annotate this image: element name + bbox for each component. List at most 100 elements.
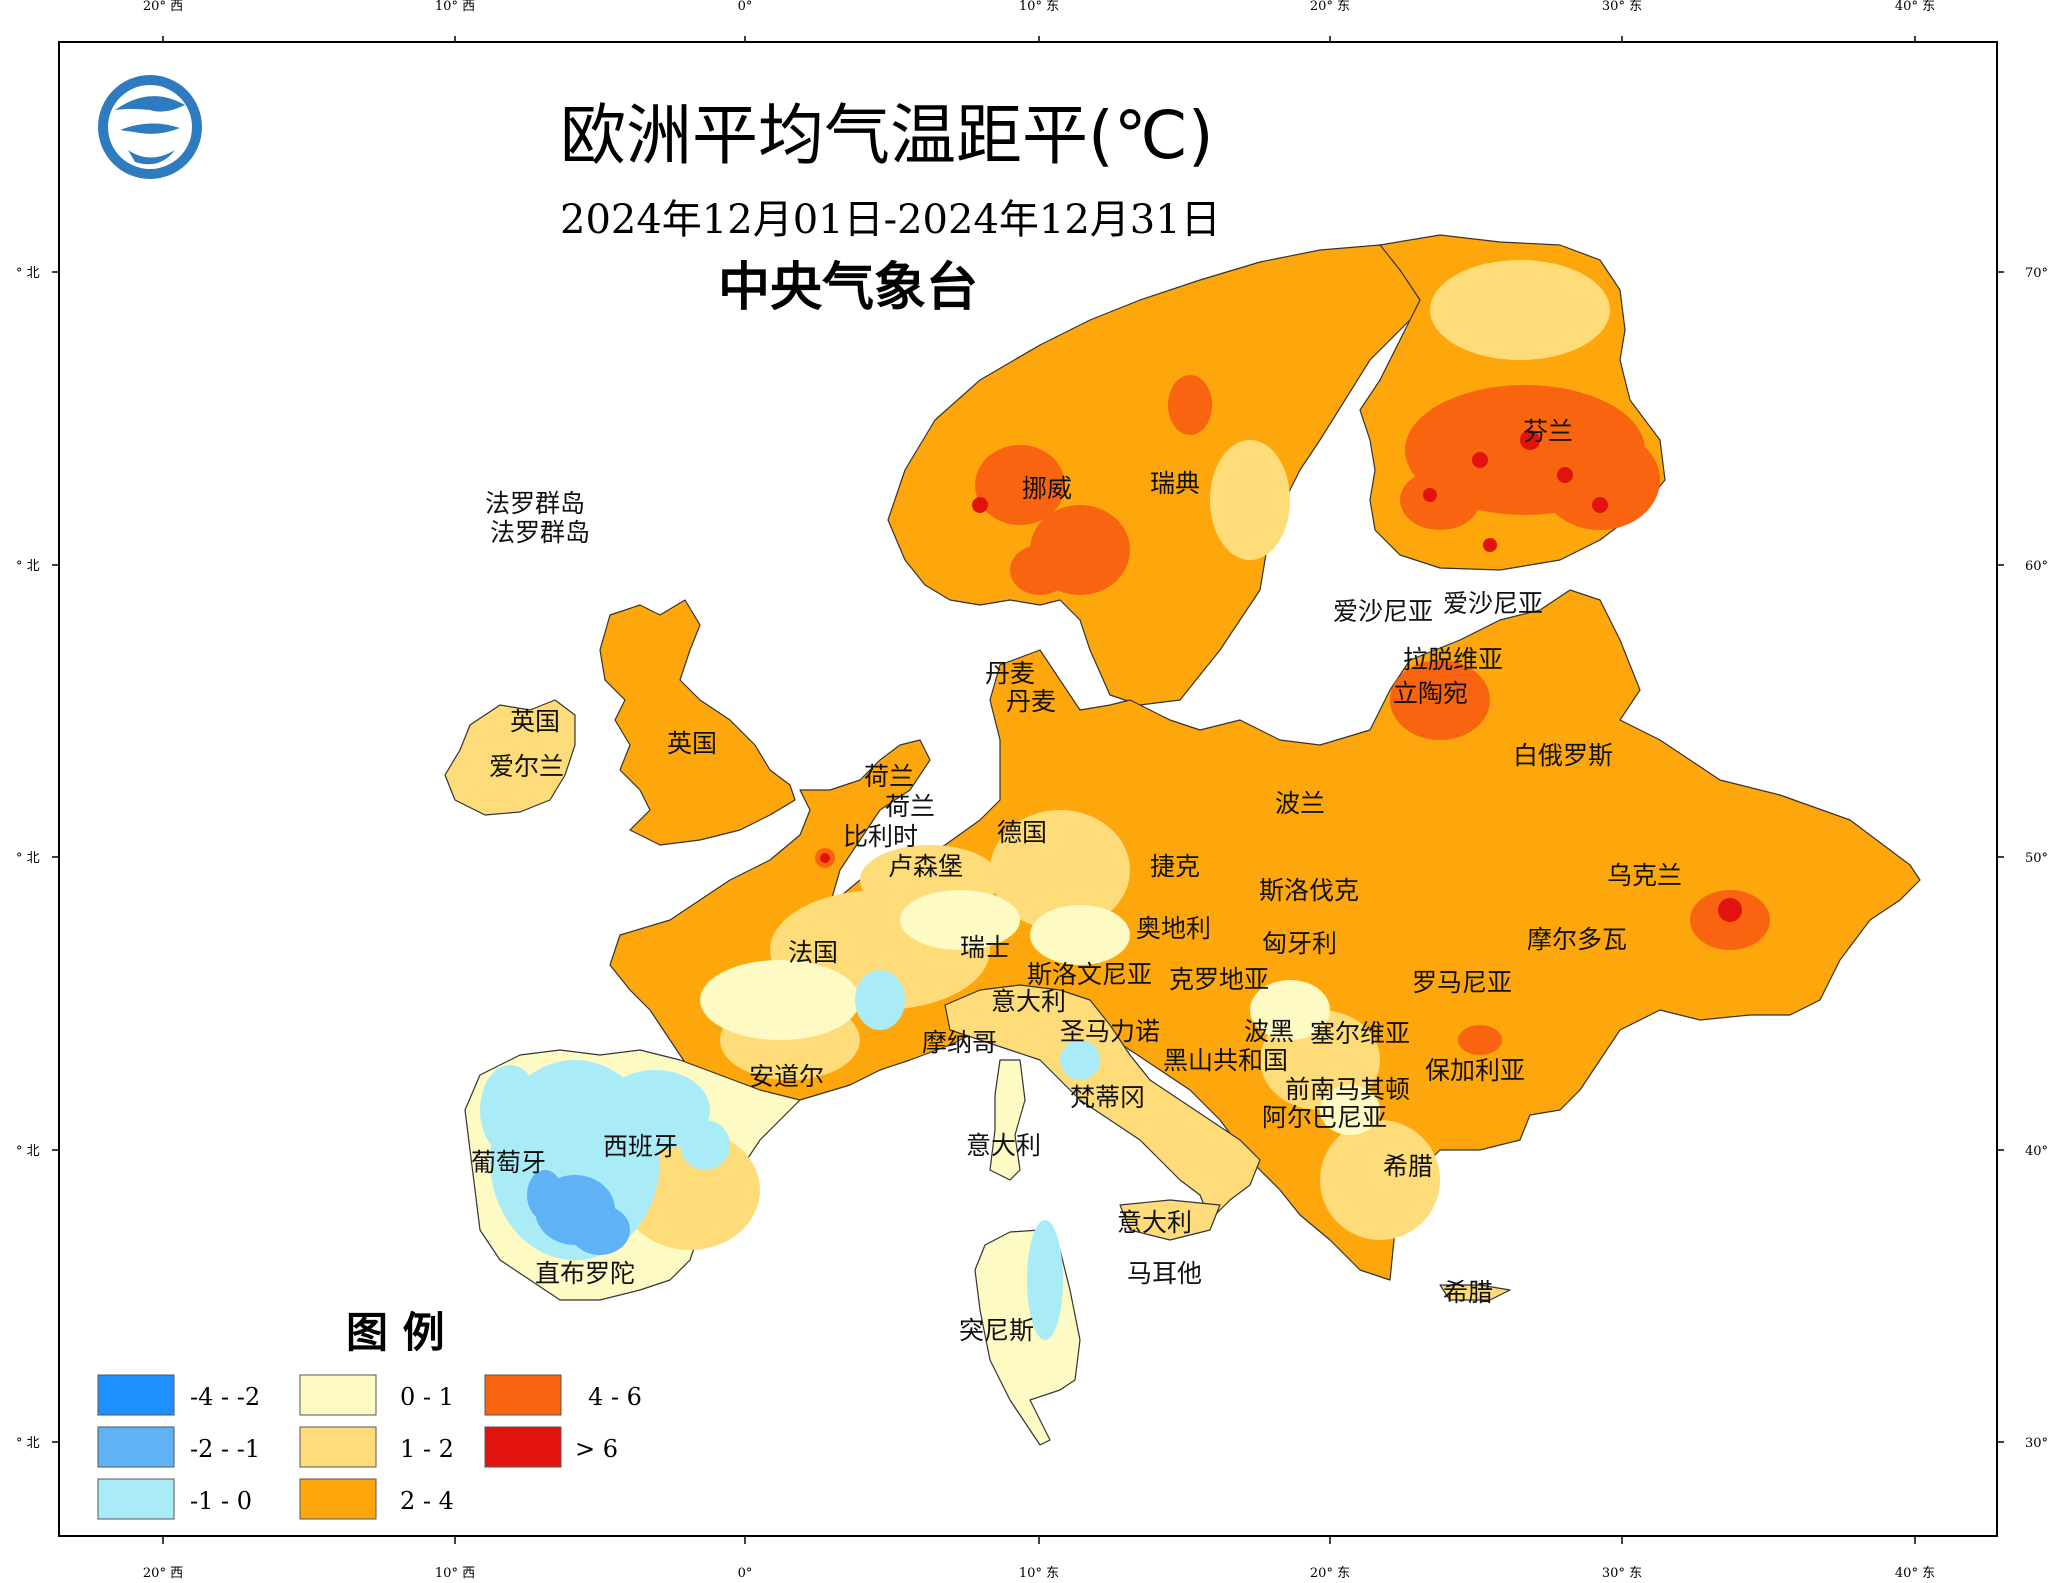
- country-label: 摩纳哥: [922, 1028, 997, 1057]
- country-label: 斯洛伐克: [1259, 876, 1359, 905]
- country-label: 阿尔巴尼亚: [1262, 1103, 1387, 1132]
- land-continent: [609, 589, 1921, 1281]
- lon-top-tick-label: 10° 西: [435, 0, 475, 14]
- lat-left-tick-label: ° 北: [16, 1144, 40, 1159]
- lon-bottom-tick-label: 10° 东: [1019, 1566, 1059, 1581]
- lon-bottom-tick-label: 20° 东: [1310, 1566, 1350, 1581]
- country-label: 保加利亚: [1425, 1056, 1525, 1085]
- country-label: 黑山共和国: [1163, 1046, 1288, 1075]
- legend-label: 2 - 4: [400, 1487, 454, 1515]
- country-label: 法国: [788, 938, 838, 967]
- land-sicily: [1119, 1199, 1221, 1241]
- land-uk: [599, 599, 796, 846]
- country-label: 克罗地亚: [1169, 965, 1269, 994]
- country-label: 圣马力诺: [1060, 1017, 1160, 1046]
- lon-bottom-tick-label: 10° 西: [435, 1566, 475, 1581]
- country-label: 白俄罗斯: [1513, 741, 1613, 770]
- cma-logo: [98, 75, 202, 179]
- country-label: 爱沙尼亚: [1333, 597, 1433, 626]
- country-label: 立陶宛: [1393, 679, 1468, 708]
- country-label: 梵蒂冈: [1070, 1083, 1145, 1112]
- legend-swatch: [299, 1426, 377, 1468]
- lon-top-tick-label: 20° 东: [1310, 0, 1350, 14]
- lon-top-tick-label: 20° 西: [143, 0, 183, 14]
- country-label: 拉脱维亚: [1403, 645, 1503, 674]
- legend-label: 4 - 6: [588, 1383, 642, 1411]
- country-label: 丹麦: [985, 659, 1035, 688]
- country-label: 希腊: [1443, 1278, 1493, 1307]
- country-label: 希腊: [1383, 1152, 1433, 1181]
- country-label: 挪威: [1022, 474, 1072, 503]
- legend-swatch: [484, 1374, 562, 1416]
- country-label: 罗马尼亚: [1412, 968, 1512, 997]
- country-label: 爱尔兰: [489, 752, 564, 781]
- lat-right-tick-label: 40°: [2025, 1144, 2048, 1159]
- country-label: 意大利: [991, 987, 1066, 1016]
- country-label: 法罗群岛: [490, 518, 590, 547]
- country-label: 摩尔多瓦: [1527, 925, 1627, 954]
- legend-swatch: [299, 1374, 377, 1416]
- lat-left-tick-label: ° 北: [16, 851, 40, 866]
- lon-bottom-tick-label: 40° 东: [1895, 1566, 1935, 1581]
- country-label: 乌克兰: [1607, 861, 1682, 890]
- legend-swatch: [299, 1478, 377, 1520]
- land-ireland: [444, 699, 576, 816]
- lon-bottom-tick-label: 0°: [738, 1566, 753, 1581]
- country-label: 卢森堡: [888, 852, 963, 881]
- country-label: 安道尔: [749, 1062, 824, 1091]
- legend-label: -1 - 0: [190, 1487, 252, 1515]
- legend-title: 图 例: [346, 1308, 445, 1357]
- legend-label: > 6: [575, 1435, 618, 1463]
- country-label: 瑞典: [1150, 469, 1200, 498]
- country-label: 前南马其顿: [1285, 1075, 1410, 1104]
- country-label: 芬兰: [1523, 417, 1573, 446]
- lat-right-tick-label: 50°: [2025, 851, 2048, 866]
- country-label: 荷兰: [885, 792, 935, 821]
- country-label: 德国: [997, 818, 1047, 847]
- legend-label: -4 - -2: [190, 1383, 260, 1411]
- lat-right-tick-label: 30°: [2025, 1436, 2048, 1451]
- land-italy: [944, 984, 1261, 1221]
- map-title: 欧洲平均气温距平(℃): [560, 97, 1214, 174]
- country-label: 波兰: [1275, 789, 1325, 818]
- country-label: 塞尔维亚: [1310, 1019, 1410, 1048]
- legend-label: -2 - -1: [190, 1435, 260, 1463]
- land-crete: [1439, 1284, 1511, 1301]
- lat-left-tick-label: ° 北: [16, 559, 40, 574]
- country-label: 葡萄牙: [471, 1148, 546, 1177]
- axis-ticks: [52, 36, 2004, 1544]
- anomaly-patches: [480, 260, 1770, 1340]
- lat-left-tick-label: ° 北: [16, 1436, 40, 1451]
- legend-label: 0 - 1: [400, 1383, 454, 1411]
- country-label: 突尼斯: [959, 1316, 1034, 1345]
- country-label: 英国: [667, 729, 717, 758]
- country-label: 荷兰: [864, 762, 914, 791]
- legend-swatch: [97, 1426, 175, 1468]
- legend-swatch: [484, 1426, 562, 1468]
- land-sardinia: [989, 1059, 1026, 1181]
- legend-swatch: [97, 1374, 175, 1416]
- agency-name: 中央气象台: [718, 258, 978, 318]
- lon-top-tick-label: 40° 东: [1895, 0, 1935, 14]
- lon-bottom-tick-label: 30° 东: [1602, 1566, 1642, 1581]
- country-label: 意大利: [1117, 1208, 1192, 1237]
- country-label: 瑞士: [960, 933, 1010, 962]
- country-label: 马耳他: [1127, 1259, 1202, 1288]
- lat-left-tick-label: ° 北: [16, 266, 40, 281]
- country-label: 奥地利: [1136, 914, 1211, 943]
- country-label: 匈牙利: [1262, 929, 1337, 958]
- lat-right-tick-label: 60°: [2025, 559, 2048, 574]
- country-label: 直布罗陀: [535, 1259, 635, 1288]
- country-label: 波黑: [1244, 1017, 1294, 1046]
- country-label: 西班牙: [603, 1132, 678, 1161]
- country-label: 意大利: [966, 1131, 1041, 1160]
- country-label: 斯洛文尼亚: [1027, 960, 1152, 989]
- legend-label: 1 - 2: [400, 1435, 454, 1463]
- country-label: 捷克: [1150, 852, 1200, 881]
- lon-top-tick-label: 30° 东: [1602, 0, 1642, 14]
- country-label: 比利时: [843, 822, 918, 851]
- country-label: 法罗群岛: [485, 489, 585, 518]
- legend-swatch: [97, 1478, 175, 1520]
- lon-top-tick-label: 10° 东: [1019, 0, 1059, 14]
